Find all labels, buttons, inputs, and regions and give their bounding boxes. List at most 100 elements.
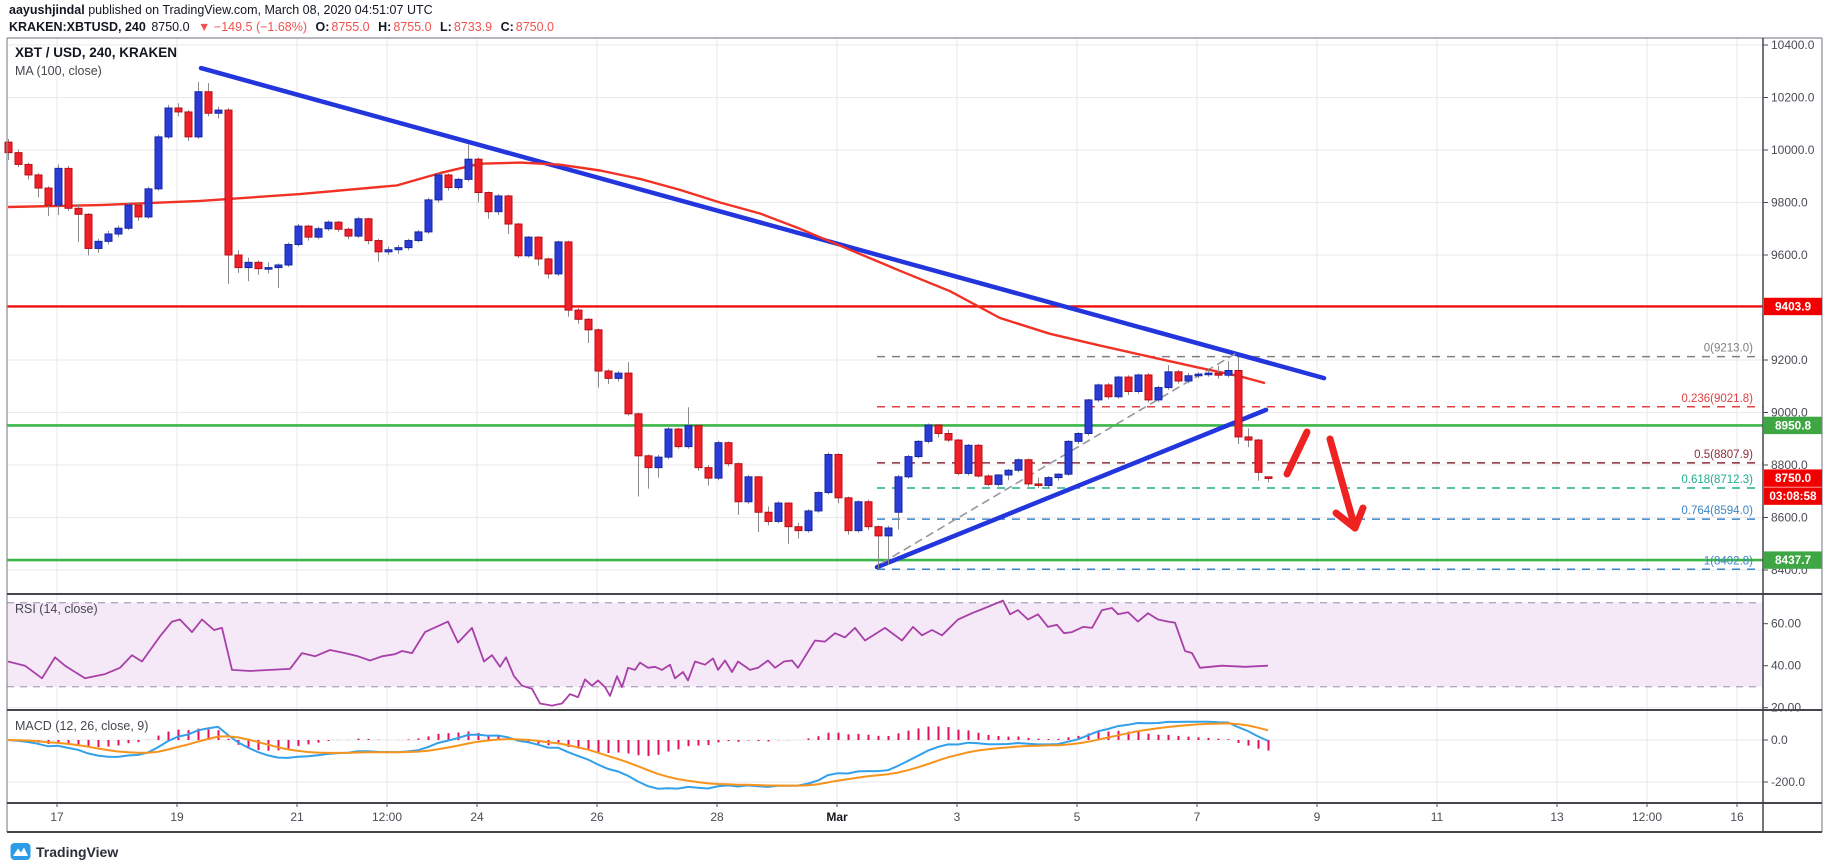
price-axis[interactable]: 10400.0 10200.0 10000.0 9800.0 9600.0 9200.0 9… [1763, 38, 1822, 789]
trendline-drawings[interactable] [198, 65, 1327, 570]
time-axis-label: 28 [710, 810, 724, 824]
candle-up [464, 158, 473, 180]
trendline-ascending-support [874, 407, 1269, 570]
candle-down [344, 228, 353, 237]
candle-up [1164, 371, 1173, 389]
candle-down [954, 439, 963, 474]
high-value: 8755.0 [393, 20, 432, 34]
close-value: 8750.0 [515, 20, 554, 34]
symbol-ohlc-line: KRAKEN:XBTUSD, 240 8750.0 ▼ −149.5 (−1.6… [9, 20, 559, 34]
tradingview-logo-icon [10, 843, 31, 860]
time-axis-label: 13 [1550, 810, 1564, 824]
trendline-descending-resistance [198, 65, 1327, 381]
candle-up [1204, 372, 1213, 376]
candle-down [364, 218, 373, 242]
candle-up [554, 241, 563, 275]
candle-up [144, 188, 153, 218]
countdown-badge-bg [1764, 487, 1822, 505]
candle-down [984, 475, 993, 485]
candle-up [154, 136, 163, 190]
candle-down [1264, 476, 1273, 479]
candle-down [254, 261, 263, 270]
candle-up [774, 502, 783, 522]
candle-up [744, 476, 753, 503]
candle-up [1084, 399, 1093, 434]
candle-up [994, 474, 1003, 485]
author-name: aayushjindal [9, 3, 85, 17]
candle-up [924, 424, 933, 442]
macd-axis-label: -200.0 [1771, 775, 1805, 789]
fib-label: 1(8402.8) [1704, 555, 1753, 567]
candle-down [644, 455, 653, 469]
candle-up [314, 228, 323, 238]
candle-down [1174, 371, 1183, 382]
candle-down [704, 467, 713, 479]
macd-line [7, 720, 1269, 790]
candle-down [1254, 439, 1263, 473]
horizontal-level-lines[interactable] [7, 305, 1763, 562]
time-axis[interactable]: 17 19 21 12:00 24 26 28 Mar 3 5 7 9 11 13 12:00 16 [50, 803, 1744, 824]
candle-down [794, 526, 803, 532]
time-axis-label: 26 [590, 810, 604, 824]
candle-up [424, 199, 433, 233]
candle-down [874, 526, 883, 537]
low-value: 8733.9 [453, 20, 493, 34]
candle-up [804, 510, 813, 532]
candle-up [214, 109, 223, 114]
candle-up [1044, 477, 1053, 486]
low-label: L: [440, 20, 452, 34]
candle-down [1244, 436, 1253, 441]
level-badge-bg [1764, 551, 1822, 569]
candle-up [274, 264, 283, 269]
candle-up [914, 440, 923, 458]
rsi-pane-label: RSI (14, close) [15, 602, 98, 616]
rsi-line [7, 599, 1269, 707]
candle-down [864, 501, 873, 528]
candle-down [764, 511, 773, 522]
tradingview-logo[interactable]: TradingView [10, 841, 118, 862]
red-arrow-annotation[interactable] [1283, 428, 1367, 532]
rsi-axis-label: 40.00 [1771, 659, 1801, 673]
grid-lines [7, 38, 1763, 803]
time-axis-label: 24 [470, 810, 484, 824]
candle-down [184, 111, 193, 138]
candle-down [604, 370, 613, 379]
candle-down [14, 152, 23, 165]
candle-down [1034, 483, 1043, 486]
candle-up [1064, 440, 1073, 475]
candle-up [104, 233, 113, 242]
trendline-dashed-rising-line [881, 353, 1236, 564]
candle-down [944, 433, 953, 441]
candle-up [434, 174, 443, 201]
candle-down [844, 497, 853, 532]
candle-up [824, 454, 833, 494]
price-axis-label: 8600.0 [1771, 511, 1808, 525]
price-axis-label: 9200.0 [1771, 353, 1808, 367]
candle-down [534, 236, 543, 260]
candle-down [624, 372, 633, 415]
candle-up [1094, 384, 1103, 401]
level-badge: 8437.7 [1775, 553, 1812, 567]
time-axis-label: 12:00 [372, 810, 402, 824]
candle-down [754, 476, 763, 513]
candle-down [44, 187, 53, 206]
fib-label: 0.5(8807.9) [1694, 449, 1753, 461]
tradingview-logo-text: TradingView [36, 843, 119, 860]
open-label: O: [315, 20, 330, 34]
chart-frame [6, 37, 1823, 833]
candle-up [714, 442, 723, 479]
candle-down [934, 424, 943, 435]
fib-retracement[interactable]: 0(9213.0) 0.236(9021.8) 0.5(8807.9) 0.618(8… [877, 343, 1763, 571]
candle-up [384, 249, 393, 253]
candle-up [264, 267, 273, 270]
candle-up [524, 236, 533, 257]
candle-down [474, 158, 483, 194]
last-price-badge-bg [1764, 469, 1822, 487]
candle-down [24, 163, 33, 176]
rsi-band-fill [7, 602, 1763, 687]
time-axis-label: 9 [1314, 810, 1321, 824]
rsi-axis-label: 60.00 [1771, 617, 1801, 631]
time-axis-label: 12:00 [1632, 810, 1662, 824]
level-badge: 8950.8 [1775, 418, 1812, 432]
